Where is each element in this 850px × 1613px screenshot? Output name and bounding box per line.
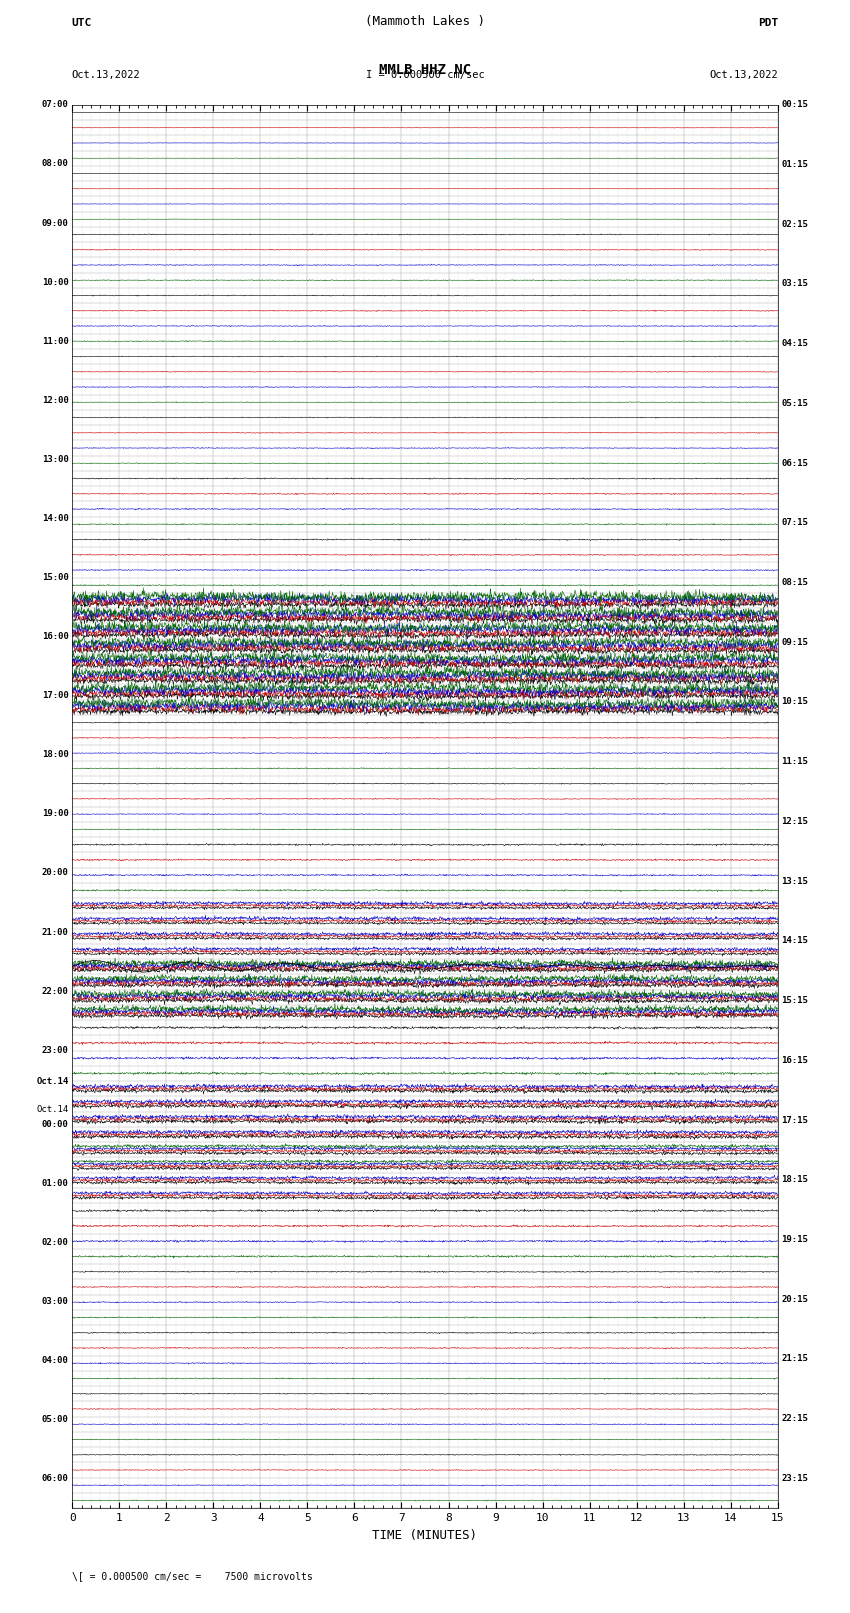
Text: 19:15: 19:15 (781, 1236, 808, 1244)
Text: 16:00: 16:00 (42, 632, 69, 640)
Text: 17:00: 17:00 (42, 692, 69, 700)
Text: \[ = 0.000500 cm/sec =    7500 microvolts: \[ = 0.000500 cm/sec = 7500 microvolts (72, 1571, 313, 1581)
Text: 01:00: 01:00 (42, 1179, 69, 1187)
Text: 21:00: 21:00 (42, 927, 69, 937)
Text: 17:15: 17:15 (781, 1116, 808, 1124)
Text: 08:00: 08:00 (42, 160, 69, 168)
Text: 12:15: 12:15 (781, 816, 808, 826)
Text: I = 0.000500 cm/sec: I = 0.000500 cm/sec (366, 69, 484, 79)
Text: 09:00: 09:00 (42, 218, 69, 227)
Text: 11:00: 11:00 (42, 337, 69, 345)
Text: 18:15: 18:15 (781, 1176, 808, 1184)
Text: 18:00: 18:00 (42, 750, 69, 760)
Text: 22:15: 22:15 (781, 1415, 808, 1423)
Text: 02:00: 02:00 (42, 1237, 69, 1247)
Text: 16:15: 16:15 (781, 1057, 808, 1065)
Text: 19:00: 19:00 (42, 810, 69, 818)
Text: 23:00: 23:00 (42, 1045, 69, 1055)
Text: 06:15: 06:15 (781, 458, 808, 468)
Text: 14:00: 14:00 (42, 515, 69, 523)
Text: 23:15: 23:15 (781, 1474, 808, 1482)
Text: 00:15: 00:15 (781, 100, 808, 110)
Text: 02:15: 02:15 (781, 219, 808, 229)
Text: 08:15: 08:15 (781, 577, 808, 587)
Text: 00:00: 00:00 (42, 1119, 69, 1129)
Text: 20:15: 20:15 (781, 1295, 808, 1303)
Text: Oct.13,2022: Oct.13,2022 (71, 69, 140, 79)
Text: 20:00: 20:00 (42, 868, 69, 877)
Text: 22:00: 22:00 (42, 987, 69, 995)
Text: 09:15: 09:15 (781, 637, 808, 647)
Text: 03:15: 03:15 (781, 279, 808, 289)
Text: 14:15: 14:15 (781, 937, 808, 945)
Text: 13:00: 13:00 (42, 455, 69, 465)
Text: 04:00: 04:00 (42, 1357, 69, 1365)
Text: 15:15: 15:15 (781, 997, 808, 1005)
Text: 10:15: 10:15 (781, 697, 808, 706)
Text: 07:15: 07:15 (781, 518, 808, 527)
X-axis label: TIME (MINUTES): TIME (MINUTES) (372, 1529, 478, 1542)
Text: (Mammoth Lakes ): (Mammoth Lakes ) (365, 15, 485, 27)
Text: Oct.14: Oct.14 (37, 1076, 69, 1086)
Text: 01:15: 01:15 (781, 160, 808, 169)
Text: MMLB HHZ NC: MMLB HHZ NC (379, 63, 471, 77)
Text: Oct.14: Oct.14 (37, 1105, 69, 1115)
Text: 03:00: 03:00 (42, 1297, 69, 1307)
Text: 12:00: 12:00 (42, 395, 69, 405)
Text: UTC: UTC (71, 18, 92, 27)
Text: PDT: PDT (758, 18, 779, 27)
Text: 15:00: 15:00 (42, 573, 69, 582)
Text: 05:00: 05:00 (42, 1415, 69, 1424)
Text: 05:15: 05:15 (781, 398, 808, 408)
Text: 21:15: 21:15 (781, 1355, 808, 1363)
Text: 06:00: 06:00 (42, 1474, 69, 1482)
Text: 10:00: 10:00 (42, 277, 69, 287)
Text: 11:15: 11:15 (781, 756, 808, 766)
Text: 13:15: 13:15 (781, 876, 808, 886)
Text: 04:15: 04:15 (781, 339, 808, 348)
Text: 07:00: 07:00 (42, 100, 69, 110)
Text: Oct.13,2022: Oct.13,2022 (710, 69, 779, 79)
